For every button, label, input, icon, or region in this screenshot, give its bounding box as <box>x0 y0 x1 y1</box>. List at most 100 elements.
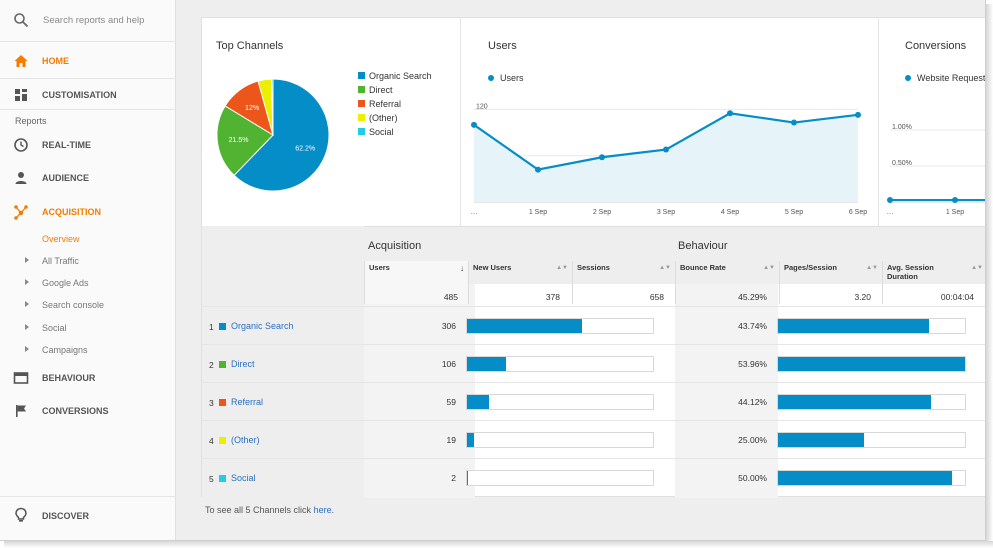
col-users[interactable]: Users ↓ <box>364 261 468 304</box>
sub-overview[interactable]: Overview <box>0 229 176 249</box>
flag-icon <box>16 405 26 417</box>
channel-link[interactable]: Social <box>231 473 256 483</box>
sub-search-console-label: Search console <box>42 300 105 310</box>
y-tick-label: 0.50% <box>892 160 912 167</box>
legend-dot <box>905 75 911 81</box>
row-users: 306 <box>441 321 456 331</box>
new-users-bar <box>466 470 654 486</box>
card-divider <box>460 18 461 226</box>
window-shadow <box>4 541 993 548</box>
nav-acquisition-label: ACQUISITION <box>42 207 102 217</box>
caret-right-icon <box>25 346 29 352</box>
users-data-point <box>791 119 797 126</box>
overview-panel: Top Channels 62.2% 21.5% 12% Organic Searc… <box>201 17 985 498</box>
channel-swatch <box>219 475 226 482</box>
bounce-rate-bar-fill <box>778 357 965 371</box>
conversions-card-title: Conversions <box>905 40 967 52</box>
y-tick-label: 1.00% <box>892 124 912 131</box>
table-name-column <box>202 226 364 498</box>
col-avg-duration[interactable]: Avg. Session Duration ▲▼ <box>882 261 985 304</box>
search-placeholder[interactable]: Search reports and help <box>43 15 145 26</box>
x-tick-label: … <box>471 209 478 216</box>
row-rank: 3 <box>209 398 214 408</box>
row-rank: 2 <box>209 360 214 370</box>
nav-home[interactable]: HOME <box>0 45 176 79</box>
col-pages-session[interactable]: Pages/Session ▲▼ <box>779 261 882 304</box>
sub-social[interactable]: Social <box>0 318 176 338</box>
nav-home-label: HOME <box>42 56 69 66</box>
channel-link[interactable]: Direct <box>231 359 255 369</box>
clock-icon <box>14 138 28 152</box>
search-box[interactable]: Search reports and help <box>0 0 176 42</box>
sub-campaigns-label: Campaigns <box>42 345 88 355</box>
users-data-point <box>535 166 541 173</box>
pie-slice <box>233 78 330 192</box>
see-all-channels-link[interactable]: here <box>313 505 332 515</box>
nav-customisation[interactable]: CUSTOMISATION <box>0 79 176 110</box>
nav-discover[interactable]: DISCOVER <box>0 496 176 532</box>
channel-swatch <box>219 323 226 330</box>
row-users: 106 <box>441 359 456 369</box>
nav-realtime-label: REAL-TIME <box>42 140 91 150</box>
bounce-rate-bar-fill <box>778 319 930 333</box>
legend-swatch <box>358 100 365 107</box>
nav-behaviour[interactable]: BEHAVIOUR <box>0 362 176 394</box>
channel-link[interactable]: (Other) <box>231 435 260 445</box>
row-bounce-rate: 25.00% <box>738 435 767 445</box>
pie-slice <box>216 105 274 177</box>
row-bounce-rate: 53.96% <box>738 359 767 369</box>
legend-referral: Referral <box>358 99 401 109</box>
row-rank: 1 <box>209 322 214 332</box>
caret-right-icon <box>25 279 29 285</box>
users-data-point <box>599 154 605 161</box>
nav-audience[interactable]: AUDIENCE <box>0 162 176 194</box>
nav-acquisition[interactable]: ACQUISITION <box>0 196 176 228</box>
top-channels-pie-chart: 62.2% 21.5% 12% <box>216 78 330 192</box>
channel-link[interactable]: Referral <box>231 397 264 407</box>
sub-campaigns[interactable]: Campaigns <box>0 340 176 360</box>
channels-table: Acquisition Behaviour Users ↓ New Users ▲▼… <box>202 226 985 498</box>
row-rank: 4 <box>209 436 214 446</box>
nav-conversions[interactable]: CONVERSIONS <box>0 395 176 427</box>
users-data-point <box>855 111 861 118</box>
x-tick-label: 2 Sep <box>593 209 611 216</box>
bounce-rate-bar <box>777 394 966 410</box>
sub-social-label: Social <box>42 323 67 333</box>
sort-icon: ▲▼ <box>763 265 775 271</box>
new-users-bar-fill <box>467 433 475 447</box>
col-bounce-rate[interactable]: Bounce Rate ▲▼ <box>675 261 779 304</box>
new-users-bar-fill <box>467 357 507 371</box>
main-content: Top Channels 62.2% 21.5% 12% Organic Searc… <box>186 0 985 540</box>
total-new-users: 378 <box>545 292 560 302</box>
legend-swatch <box>358 128 365 135</box>
sort-icon: ▲▼ <box>866 265 878 271</box>
y-tick-label: 120 <box>476 103 488 110</box>
table-row: 5 Social 2 50.00% <box>202 458 985 496</box>
bounce-rate-bar <box>777 356 966 372</box>
total-users: 485 <box>443 292 458 302</box>
channel-link[interactable]: Organic Search <box>231 321 294 331</box>
row-bounce-rate: 43.74% <box>738 321 767 331</box>
dashboard-icon <box>15 89 27 101</box>
caret-right-icon <box>25 324 29 330</box>
bounce-rate-bar <box>777 432 966 448</box>
new-users-bar <box>466 432 654 448</box>
new-users-bar-fill <box>467 395 490 409</box>
legend-social: Social <box>358 127 394 137</box>
users-column-shade <box>364 284 475 498</box>
caret-right-icon <box>25 257 29 263</box>
sub-all-traffic[interactable]: All Traffic <box>0 251 176 271</box>
col-new-users[interactable]: New Users ▲▼ <box>468 261 572 304</box>
sub-search-console[interactable]: Search console <box>0 295 176 315</box>
col-sessions[interactable]: Sessions ▲▼ <box>572 261 675 304</box>
conversions-line-chart: 1.00% 0.50% … 1 Sep <box>887 124 985 216</box>
sort-icon: ▲▼ <box>659 265 671 271</box>
sub-google-ads[interactable]: Google Ads <box>0 273 176 293</box>
window-shadow <box>986 4 993 548</box>
legend-organic-search: Organic Search <box>358 71 432 81</box>
sort-desc-icon: ↓ <box>460 264 464 273</box>
x-tick-label: 4 Sep <box>721 209 739 216</box>
nav-realtime[interactable]: REAL-TIME <box>0 129 176 161</box>
